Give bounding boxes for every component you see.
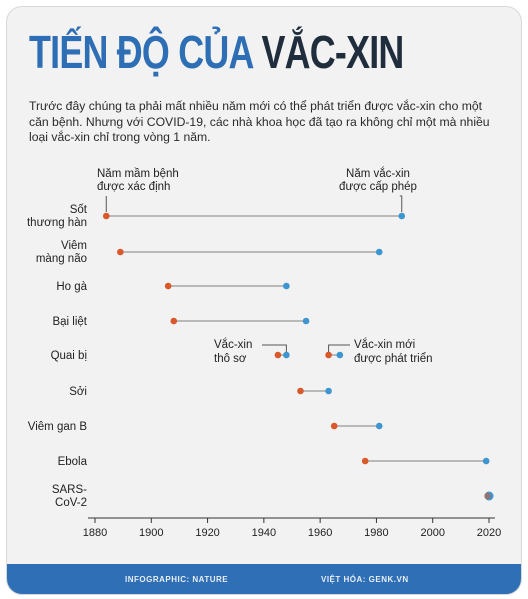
identified-point	[170, 317, 178, 325]
row-label: màng não	[36, 253, 87, 265]
row-label: Viêm gan B	[28, 421, 88, 433]
annotation-licensed: được cấp phép	[339, 181, 417, 193]
annotation-leader	[328, 344, 350, 352]
x-tick-label: 1980	[364, 527, 388, 539]
row-label: CoV-2	[55, 497, 87, 509]
identified-point	[164, 282, 172, 290]
x-tick-label: 2020	[477, 527, 501, 539]
row-label: Sốt	[70, 204, 88, 216]
title-part1: TIẾN ĐỘ CỦA	[29, 26, 253, 78]
row-label: Bại liệt	[52, 316, 87, 328]
identified-point	[484, 492, 491, 500]
identified-point	[297, 387, 304, 395]
title-part2: VẮC-XIN	[261, 26, 405, 78]
x-tick-label: 1920	[195, 527, 219, 539]
row-label: Ebola	[58, 456, 88, 468]
licensed-point	[283, 282, 290, 290]
annotation-identified: được xác định	[97, 181, 170, 193]
annotation-identified: Năm mầm bệnh	[97, 168, 179, 180]
row-label: Quai bị	[51, 350, 87, 362]
annotation-leader	[399, 195, 403, 212]
x-tick-label: 1960	[308, 527, 332, 539]
footer-bar: INFOGRAPHIC: NATURE VIỆT HÓA: GENK.VN	[7, 564, 521, 594]
annotation-leader	[262, 344, 287, 352]
page-title: TIẾN ĐỘ CỦA VẮC-XIN	[29, 29, 404, 75]
identified-point	[274, 351, 282, 359]
description: Trước đây chúng ta phải mất nhiều năm mớ…	[29, 99, 490, 144]
row-label: Ho gà	[56, 281, 87, 293]
annotation-new: Vắc-xin mới	[354, 338, 415, 351]
footer-credit: VIỆT HÓA: GENK.VN	[321, 575, 409, 584]
infographic-card: TIẾN ĐỘ CỦA VẮC-XIN Trước đây chúng ta p…	[6, 6, 522, 595]
row-label: thương hàn	[27, 217, 87, 229]
licensed-point	[482, 457, 490, 465]
annotation-crude: thô sơ	[214, 353, 247, 365]
annotation-new: được phát triển	[354, 353, 433, 365]
identified-point	[361, 457, 369, 465]
annotation-crude: Vắc-xin	[214, 338, 252, 351]
licensed-point	[283, 351, 290, 359]
licensed-point	[325, 387, 332, 395]
x-tick-label: 2000	[420, 527, 444, 539]
row-label: Sởi	[69, 386, 87, 398]
licensed-point	[375, 422, 383, 430]
identified-point	[330, 422, 338, 430]
x-tick-label: 1940	[252, 527, 276, 539]
identified-point	[102, 212, 110, 220]
licensed-point	[375, 248, 383, 256]
row-label: SARS-	[52, 484, 87, 496]
licensed-point	[398, 212, 406, 220]
x-tick-label: 1880	[83, 527, 107, 539]
identified-point	[117, 248, 124, 256]
identified-point	[325, 351, 332, 359]
row-label: Viêm	[61, 240, 87, 252]
footer-source: INFOGRAPHIC: NATURE	[125, 575, 229, 584]
licensed-point	[302, 317, 310, 325]
licensed-point	[336, 351, 344, 359]
annotation-licensed: Năm vắc-xin	[346, 167, 410, 180]
x-tick-label: 1900	[139, 527, 163, 539]
